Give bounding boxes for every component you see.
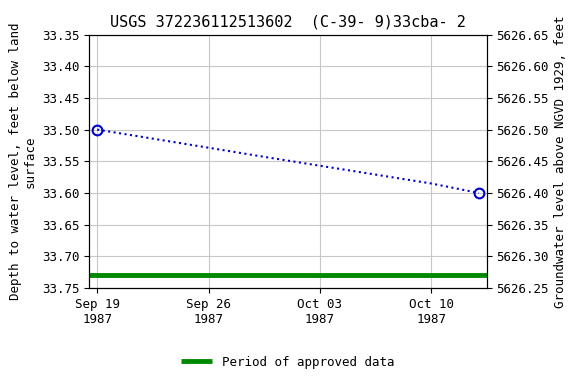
Y-axis label: Groundwater level above NGVD 1929, feet: Groundwater level above NGVD 1929, feet — [555, 15, 567, 308]
Y-axis label: Depth to water level, feet below land
surface: Depth to water level, feet below land su… — [9, 23, 36, 300]
Title: USGS 372236112513602  (C-39- 9)33cba- 2: USGS 372236112513602 (C-39- 9)33cba- 2 — [110, 14, 466, 29]
Legend: Period of approved data: Period of approved data — [176, 351, 400, 374]
